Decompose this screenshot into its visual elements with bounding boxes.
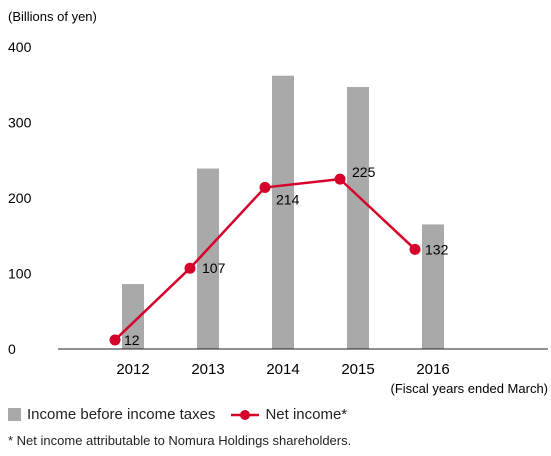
net-income-point-2013 xyxy=(184,262,196,274)
y-tick-label: 400 xyxy=(8,39,32,55)
bar-2015 xyxy=(347,87,369,349)
x-tick-label: 2016 xyxy=(416,361,449,378)
line-legend-label: Net income* xyxy=(265,406,348,423)
bar-2012 xyxy=(122,284,144,349)
bar-legend-label: Income before income taxes xyxy=(27,406,216,423)
y-tick-label: 0 xyxy=(8,341,16,357)
bar-2014 xyxy=(272,75,294,349)
net-income-point-2012 xyxy=(109,334,121,346)
x-tick-label: 2014 xyxy=(266,361,299,378)
net-income-line: 12 107 214 225 132 xyxy=(109,164,449,348)
net-income-point-2015 xyxy=(334,173,346,185)
net-income-point-2016 xyxy=(409,243,421,255)
y-axis-ticks: 0 100 200 300 400 xyxy=(8,39,32,357)
chart: (Billions of yen) 0 100 200 300 400 2012 2013… xyxy=(8,9,549,396)
bar-2016 xyxy=(422,224,444,349)
line-legend-marker xyxy=(231,409,260,420)
x-tick-label: 2013 xyxy=(191,361,224,378)
net-income-data-label: 132 xyxy=(425,241,449,257)
bars xyxy=(122,75,444,349)
footnote: * Net income attributable to Nomura Hold… xyxy=(8,433,352,448)
y-tick-label: 100 xyxy=(8,266,32,282)
y-tick-label: 200 xyxy=(8,190,32,206)
y-tick-label: 300 xyxy=(8,115,32,131)
legend: Income before income taxes Net income* xyxy=(8,406,347,423)
net-income-polyline xyxy=(114,177,416,341)
y-axis-unit-label: (Billions of yen) xyxy=(8,9,97,24)
bar-2013 xyxy=(197,168,219,349)
x-axis-ticks: 2012 2013 2014 2015 2016 xyxy=(116,361,449,378)
net-income-data-label: 225 xyxy=(352,164,376,180)
x-tick-label: 2015 xyxy=(341,361,374,378)
x-tick-label: 2012 xyxy=(116,361,149,378)
net-income-data-label: 107 xyxy=(202,260,226,276)
net-income-point-2014 xyxy=(259,181,271,193)
net-income-data-label: 12 xyxy=(124,332,140,348)
bar-legend-swatch xyxy=(8,408,21,421)
x-axis-label: (Fiscal years ended March) xyxy=(391,381,549,396)
net-income-data-label: 214 xyxy=(276,191,300,207)
